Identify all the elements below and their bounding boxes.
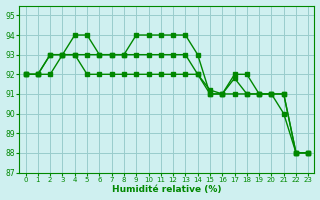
X-axis label: Humidité relative (%): Humidité relative (%) xyxy=(112,185,222,194)
